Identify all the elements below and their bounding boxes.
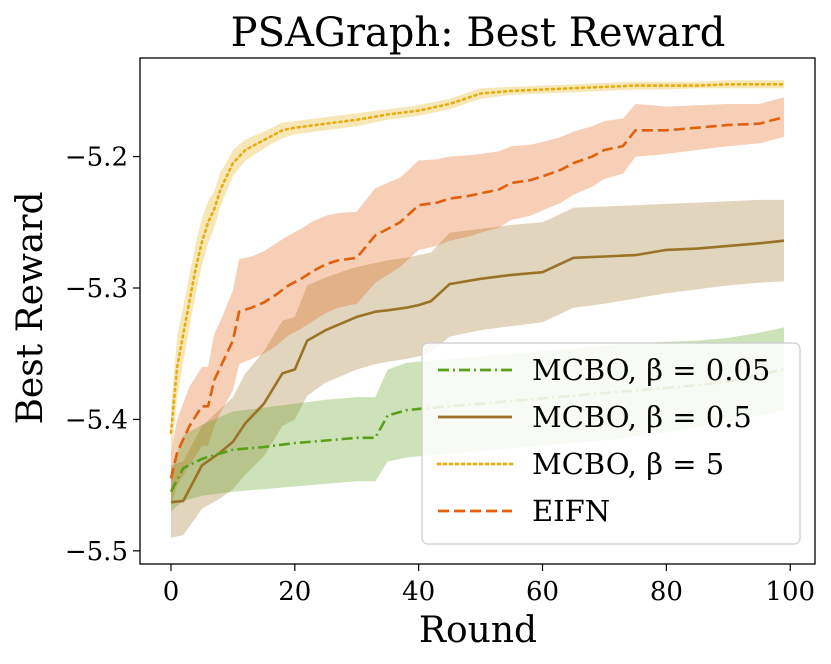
band-series-3 [171,97,784,505]
legend-label-2: MCBO, β = 5 [532,447,724,481]
chart-title: PSAGraph: Best Reward [231,10,726,56]
legend-label-0: MCBO, β = 0.05 [532,353,770,387]
legend-label-3: EIFN [532,494,610,528]
y-tick-label: −5.3 [65,274,128,304]
x-axis-ticks: 0 20 40 60 80 100 [163,564,815,607]
band-series-1 [171,199,784,538]
x-tick-label: 60 [526,577,559,607]
line-series-2 [169,83,786,434]
y-axis-label: Best Reward [10,191,51,424]
legend-box [421,342,801,545]
x-tick-label: 20 [278,577,311,607]
x-tick-label: 40 [402,577,435,607]
y-tick-label: −5.5 [65,537,128,567]
legend-label-1: MCBO, β = 0.5 [532,400,752,434]
legend: MCBO, β = 0.05 MCBO, β = 0.5 MCBO, β = 5 EI… [421,342,801,545]
y-axis-ticks: −5.5 −5.4 −5.3 −5.2 [65,143,140,567]
line-series-1 [170,239,785,504]
x-tick-label: 100 [765,577,815,607]
y-tick-label: −5.4 [65,405,128,435]
x-tick-label: 0 [163,577,180,607]
plot-frame [139,57,816,565]
y-tick-label: −5.2 [65,143,128,173]
line-series-3 [169,115,785,479]
x-tick-label: 80 [650,577,683,607]
x-axis-label: Round [419,610,537,651]
